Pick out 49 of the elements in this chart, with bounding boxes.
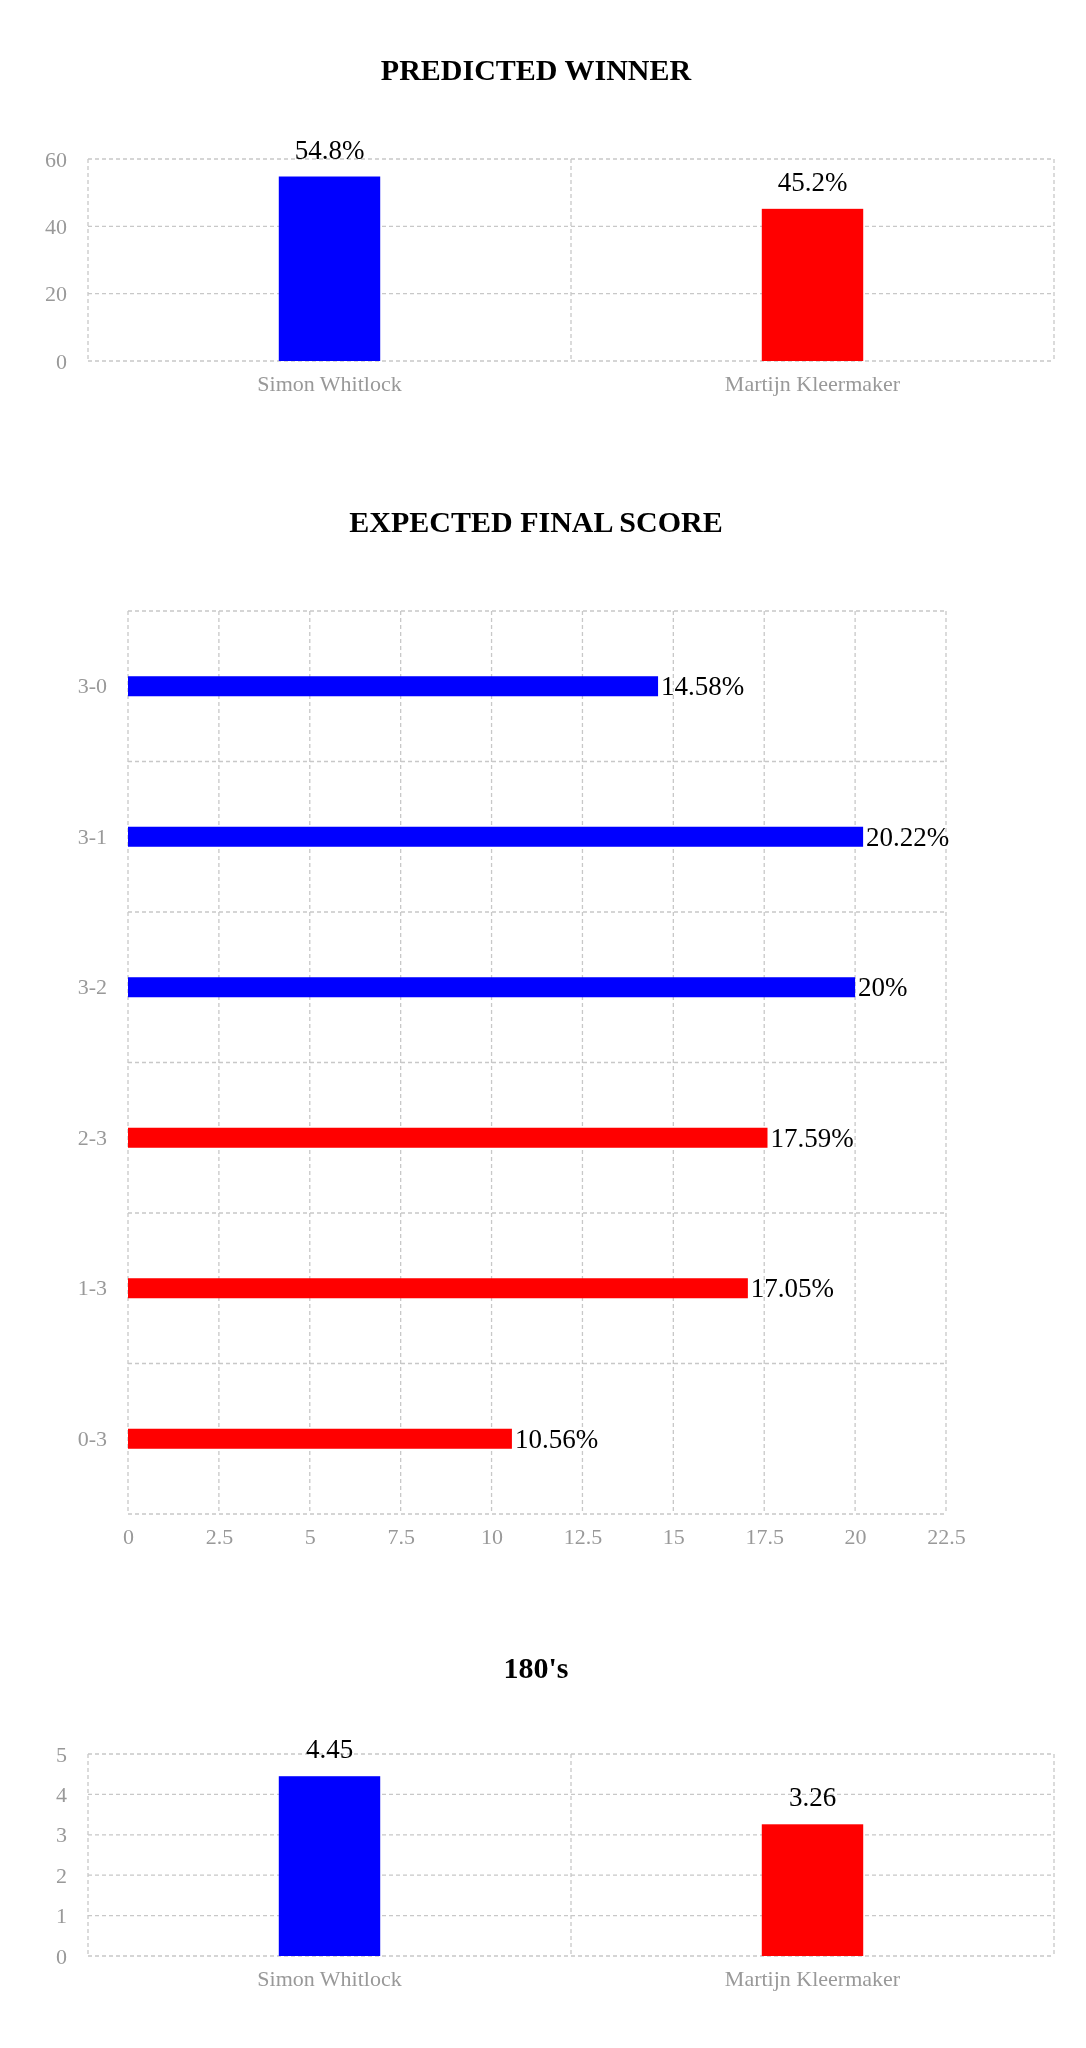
bar [128, 1127, 768, 1148]
y-tick-label: 4 [56, 1781, 67, 1807]
y-tick-label: 60 [45, 146, 67, 172]
data-label: 45.2% [777, 166, 848, 197]
bar [128, 1428, 512, 1449]
data-label: 17.05% [750, 1273, 835, 1304]
y-tick-label: 3-0 [77, 673, 107, 699]
bar [128, 977, 856, 998]
bar [128, 1278, 748, 1299]
chart-title: 180's [503, 1651, 569, 1684]
bar [128, 676, 659, 697]
y-tick-label: 3 [56, 1822, 67, 1848]
x-tick-label: 22.5 [927, 1523, 966, 1549]
data-label: 3.26 [788, 1782, 837, 1813]
y-tick-label: 20 [45, 281, 67, 307]
chart-title: EXPECTED FINAL SCORE [349, 505, 723, 538]
data-label: 17.59% [770, 1122, 854, 1153]
y-tick-label: 2-3 [77, 1124, 107, 1150]
y-tick-label: 5 [56, 1741, 67, 1767]
y-tick-label: 1-3 [77, 1275, 107, 1301]
x-tick-label: 5 [304, 1523, 316, 1549]
x-tick-label: 12.5 [563, 1523, 603, 1549]
x-tick-label: 2.5 [205, 1523, 234, 1549]
data-label: 10.56% [514, 1423, 599, 1454]
y-tick-label: 3-2 [77, 974, 107, 1000]
y-tick-label: 0-3 [77, 1425, 107, 1451]
x-tick-label: Simon Whitlock [257, 370, 402, 396]
chart-title: PREDICTED WINNER [380, 53, 692, 86]
x-tick-label: 20 [844, 1523, 867, 1549]
x-tick-label: 10 [481, 1523, 504, 1549]
y-tick-label: 3-1 [77, 823, 107, 849]
x-tick-label: 15 [662, 1523, 685, 1549]
data-label: 14.58% [661, 671, 745, 702]
x-tick-label: 0 [123, 1523, 134, 1549]
y-tick-label: 0 [56, 1943, 67, 1969]
data-label: 54.8% [294, 134, 365, 165]
y-tick-label: 0 [56, 348, 67, 374]
x-tick-label: Martijn Kleermaker [724, 370, 901, 396]
bar [128, 826, 864, 847]
data-label: 20.22% [866, 821, 950, 852]
x-tick-label: Martijn Kleermaker [724, 1965, 901, 1991]
y-tick-label: 2 [56, 1862, 67, 1888]
x-tick-label: Simon Whitlock [257, 1965, 402, 1991]
x-tick-label: 7.5 [387, 1523, 415, 1549]
data-label: 20% [858, 972, 908, 1003]
data-label: 4.45 [305, 1734, 354, 1765]
x-tick-label: 17.5 [745, 1523, 784, 1549]
y-tick-label: 1 [56, 1903, 67, 1929]
y-tick-label: 40 [45, 213, 67, 239]
